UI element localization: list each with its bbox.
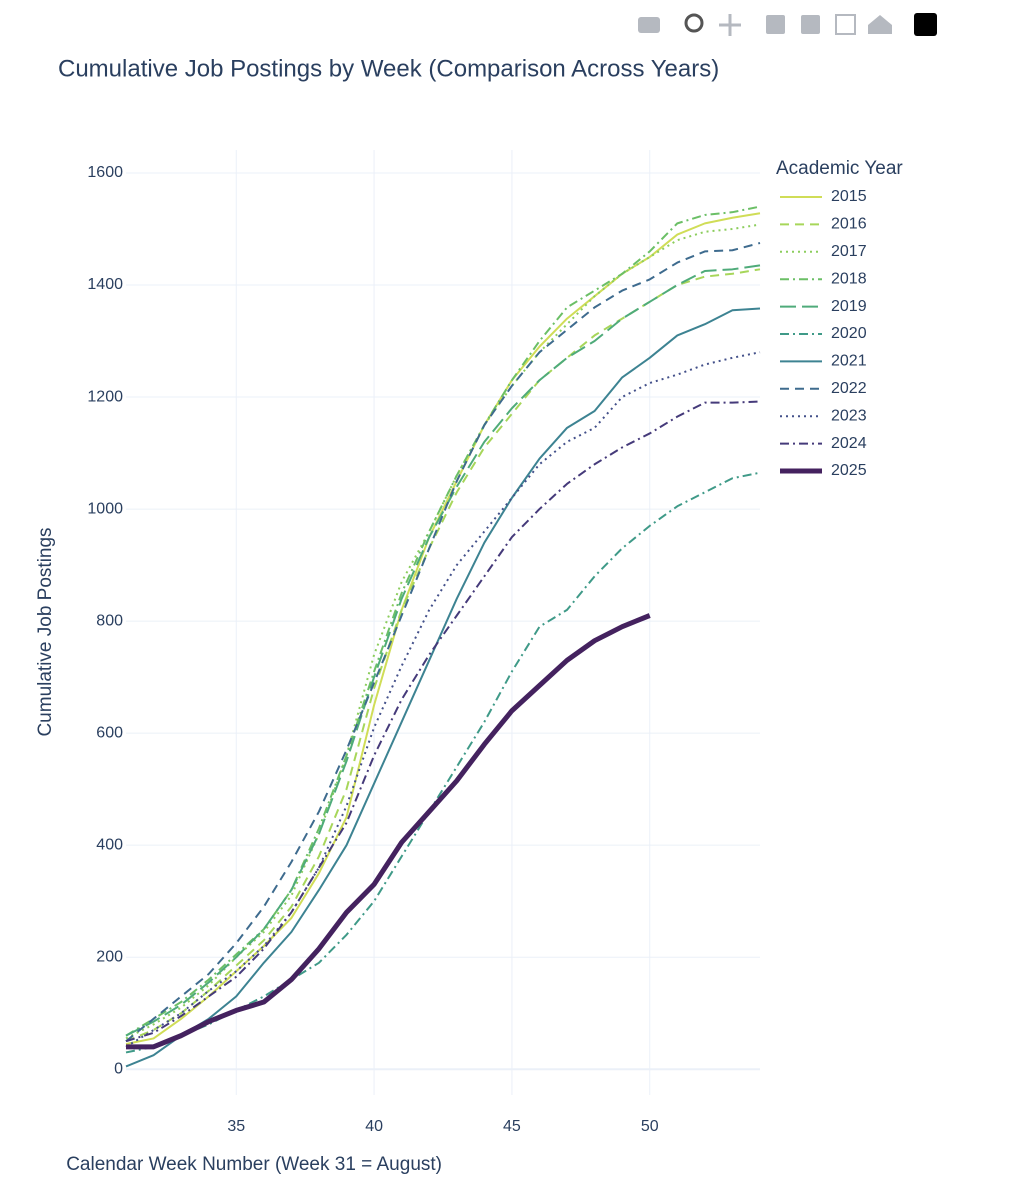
line [125,205,761,1037]
legend-label: 2024 [831,435,867,452]
legend-label: 2021 [831,353,867,370]
series [125,351,761,1048]
zoom-icon[interactable] [684,13,704,33]
line [126,613,651,1050]
x-tick-label: 35 [227,1118,245,1135]
line [125,268,761,1043]
line [125,264,761,1037]
legend-label: 2018 [831,270,867,287]
legend-label: 2015 [831,188,867,205]
x-tick-label: 50 [641,1118,659,1135]
toolbar [638,13,937,36]
y-axis-title: Cumulative Job Postings [35,527,56,736]
chart-title: Cumulative Job Postings by Week (Compari… [58,55,719,82]
y-tick-label: 200 [96,948,123,965]
y-tick-label: 1400 [87,276,123,293]
series [125,223,761,1040]
series [126,613,651,1050]
home-icon[interactable] [868,15,892,34]
y-tick-label: 1200 [87,388,123,405]
y-tick-label: 0 [114,1060,123,1077]
legend-label: 2020 [831,325,867,342]
line [125,471,761,1054]
line [125,242,761,1042]
x-tick-label: 40 [365,1118,383,1135]
series [125,242,761,1042]
legend-label: 2016 [831,216,867,233]
zoom-in-icon[interactable] [766,15,785,34]
y-tick-label: 600 [96,724,123,741]
y-tick-label: 400 [96,836,123,853]
series [125,264,761,1037]
series [125,400,761,1043]
y-tick-label: 800 [96,612,123,629]
x-tick-label: 45 [503,1118,521,1135]
series [125,268,761,1043]
legend-label: 2019 [831,298,867,315]
line [125,400,761,1043]
legend-label: 2025 [831,462,867,479]
y-tick-label: 1000 [87,500,123,517]
autoscale-icon[interactable] [835,14,856,35]
series [125,307,761,1068]
camera-icon[interactable] [638,17,660,33]
line [125,223,761,1040]
line [125,351,761,1048]
series [125,471,761,1054]
legend-label: 2017 [831,243,867,260]
pan-icon[interactable] [719,14,741,36]
x-axis-title: Calendar Week Number (Week 31 = August) [66,1154,442,1175]
zoom-out-icon[interactable] [801,15,820,34]
y-tick-label: 1600 [87,164,123,181]
series [125,205,761,1037]
legend-title: Academic Year [776,158,903,179]
line [125,307,761,1068]
legend-label: 2023 [831,407,867,424]
plotly-logo[interactable] [914,13,937,36]
legend-label: 2022 [831,380,867,397]
